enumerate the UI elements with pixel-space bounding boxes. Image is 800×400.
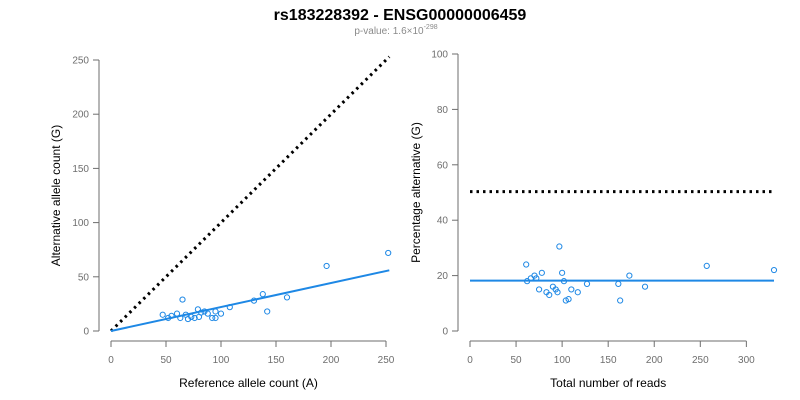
- data-point: [385, 249, 392, 257]
- data-point: [283, 294, 291, 301]
- data-point: [546, 291, 553, 299]
- data-point: [191, 314, 198, 322]
- data-point: [198, 309, 205, 316]
- x-axis-label: Total number of reads: [550, 376, 666, 390]
- x-tick-label: 0: [108, 355, 114, 366]
- data-point: [626, 272, 633, 279]
- data-point: [615, 280, 622, 288]
- y-tick-label: 50: [78, 272, 90, 283]
- y-tick-label: 40: [437, 216, 449, 227]
- data-point: [565, 296, 572, 303]
- data-point: [535, 286, 543, 293]
- data-point: [212, 308, 219, 315]
- data-point: [177, 314, 184, 322]
- chart-title: rs183228392 - ENSG00000006459: [274, 7, 527, 24]
- p-value-prefix: p-value: 1.6×10: [354, 26, 424, 37]
- data-point: [568, 286, 575, 293]
- y-tick-label: 60: [437, 160, 449, 171]
- data-point: [173, 310, 181, 317]
- data-point: [212, 314, 219, 322]
- data-point: [204, 310, 211, 317]
- data-point: [770, 266, 778, 274]
- data-point: [538, 269, 545, 276]
- x-tick-label: 150: [268, 355, 285, 366]
- data-point: [159, 311, 166, 318]
- x-tick-label: 50: [160, 355, 172, 366]
- data-point: [179, 296, 186, 303]
- x-tick-label: 150: [600, 355, 617, 366]
- data-point: [168, 312, 175, 319]
- data-point: [560, 278, 568, 285]
- data-point: [217, 310, 225, 317]
- reference-line: [109, 55, 391, 333]
- data-point: [194, 306, 201, 313]
- y-tick-label: 80: [437, 105, 449, 116]
- p-value-exponent: -298: [424, 24, 438, 31]
- x-tick-label: 100: [213, 355, 230, 366]
- y-tick-label: 20: [437, 271, 449, 282]
- fit-line: [110, 269, 390, 332]
- data-point: [641, 283, 649, 290]
- data-point: [323, 262, 330, 270]
- y-tick-label: 200: [72, 110, 89, 121]
- data-point: [209, 314, 216, 322]
- y-tick-label: 0: [83, 327, 89, 338]
- data-point: [703, 262, 710, 270]
- data-point: [617, 297, 624, 304]
- x-tick-label: 250: [378, 355, 395, 366]
- x-tick-label: 50: [510, 355, 522, 366]
- x-axis-label: Reference allele count (A): [179, 376, 318, 390]
- y-tick-label: 250: [72, 56, 89, 67]
- y-tick-label: 100: [431, 50, 448, 61]
- data-point: [523, 261, 530, 268]
- data-point: [188, 313, 195, 321]
- x-tick-label: 200: [323, 355, 340, 366]
- x-tick-label: 250: [692, 355, 709, 366]
- y-tick-label: 100: [72, 218, 89, 229]
- x-tick-label: 0: [467, 355, 473, 366]
- left-chart-allele-counts: 0 50 100 150 200 250 Reference allele count (A…: [49, 56, 395, 391]
- data-point: [554, 289, 561, 296]
- p-value-subtitle: p-value: 1.6×10-298: [354, 24, 437, 37]
- data-point: [259, 291, 266, 298]
- x-tick-label: 300: [738, 355, 755, 366]
- y-tick-label: 0: [442, 327, 448, 338]
- data-point: [264, 308, 271, 315]
- y-tick-label: 150: [72, 164, 89, 175]
- y-axis-label: Percentage alternative (G): [409, 122, 423, 263]
- data-point: [226, 304, 233, 311]
- data-point: [559, 269, 566, 276]
- y-axis-label: Alternative allele count (G): [49, 125, 63, 266]
- data-point: [574, 289, 581, 296]
- x-tick-label: 100: [554, 355, 571, 366]
- data-point: [533, 275, 540, 282]
- data-point: [250, 297, 258, 304]
- data-point: [583, 280, 591, 288]
- right-chart-percentage: 0 50 100 150 200 250 300 Total number of reads 0…: [409, 50, 778, 390]
- data-point: [556, 243, 563, 250]
- x-tick-label: 200: [646, 355, 663, 366]
